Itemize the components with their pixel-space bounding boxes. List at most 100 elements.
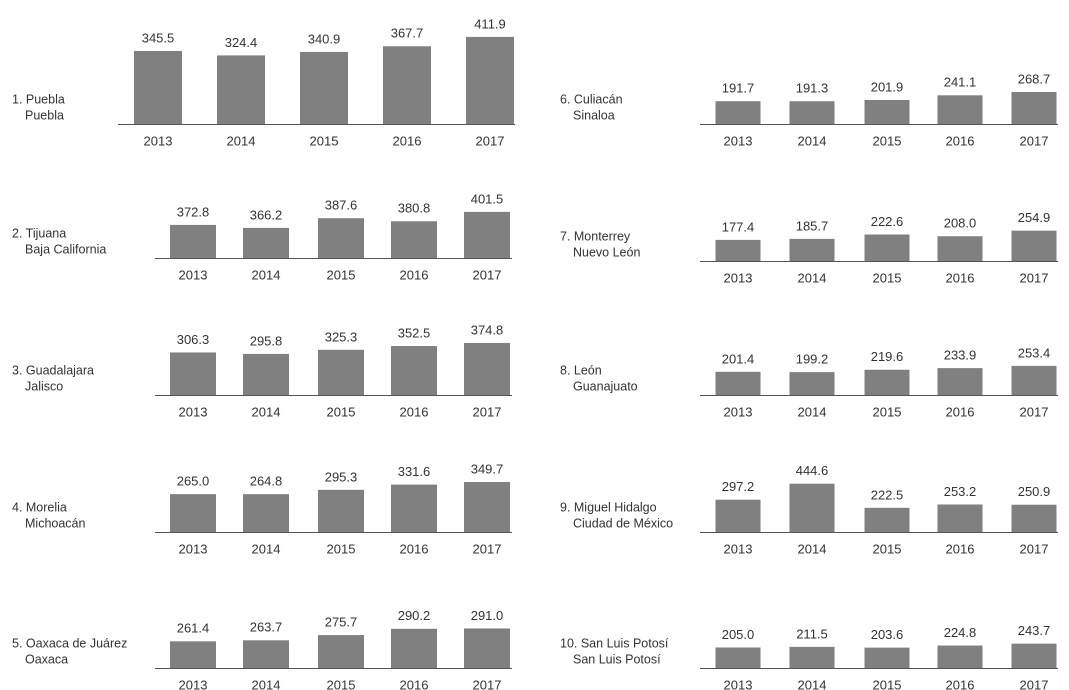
panel-title: 7. Monterrey <box>560 229 631 243</box>
x-tick-label: 2014 <box>252 404 281 419</box>
bar <box>1011 643 1057 668</box>
panel-title: 2. Tijuana <box>12 226 66 240</box>
x-tick-label: 2017 <box>473 677 502 690</box>
bar <box>789 646 835 668</box>
x-tick-label: 2014 <box>798 677 827 690</box>
bar <box>318 635 364 668</box>
value-label: 177.4 <box>722 219 755 234</box>
panel-subtitle: Guanajuato <box>573 379 638 393</box>
panel-title: 1. Puebla <box>12 92 65 106</box>
value-label: 203.6 <box>871 627 904 642</box>
value-label: 297.2 <box>722 479 755 494</box>
bar <box>466 36 514 124</box>
bar <box>715 647 761 668</box>
value-label: 261.4 <box>177 621 210 636</box>
bar <box>864 234 910 261</box>
x-tick-label: 2013 <box>724 270 753 285</box>
x-tick-label: 2014 <box>798 541 827 556</box>
value-label: 222.6 <box>871 214 904 229</box>
value-label: 387.6 <box>325 198 358 213</box>
bar <box>1011 230 1057 261</box>
bar <box>864 369 910 395</box>
x-tick-label: 2013 <box>179 541 208 556</box>
x-tick-label: 2017 <box>1020 677 1049 690</box>
bar <box>789 238 835 261</box>
value-label: 208.0 <box>944 216 977 231</box>
value-label: 372.8 <box>177 204 210 219</box>
x-tick-label: 2015 <box>310 133 339 148</box>
x-tick-label: 2017 <box>1020 270 1049 285</box>
bar <box>170 494 216 532</box>
bar <box>864 99 910 124</box>
bar <box>715 101 761 124</box>
x-tick-label: 2015 <box>327 541 356 556</box>
x-tick-label: 2016 <box>400 541 429 556</box>
x-tick-label: 2017 <box>1020 133 1049 148</box>
x-tick-label: 2016 <box>400 267 429 282</box>
x-tick-label: 2014 <box>252 677 281 690</box>
value-label: 291.0 <box>471 608 504 623</box>
value-label: 352.5 <box>398 325 431 340</box>
bar <box>789 101 835 124</box>
value-label: 191.3 <box>796 81 829 96</box>
bar <box>391 346 437 395</box>
value-label: 380.8 <box>398 201 431 216</box>
value-label: 205.0 <box>722 627 755 642</box>
value-label: 349.7 <box>471 461 504 476</box>
bar <box>170 224 216 258</box>
x-tick-label: 2017 <box>476 133 505 148</box>
value-label: 253.4 <box>1018 345 1051 360</box>
x-tick-label: 2013 <box>179 677 208 690</box>
bar <box>464 628 510 668</box>
panel-title: 4. Morelia <box>12 500 67 514</box>
value-label: 219.6 <box>871 349 904 364</box>
value-label: 325.3 <box>325 329 358 344</box>
bar <box>243 353 289 395</box>
bar <box>318 218 364 258</box>
x-tick-label: 2014 <box>252 267 281 282</box>
value-label: 253.2 <box>944 484 977 499</box>
x-tick-label: 2013 <box>179 267 208 282</box>
bar <box>715 499 761 532</box>
value-label: 241.1 <box>944 75 977 90</box>
bar <box>134 50 182 125</box>
x-tick-label: 2013 <box>724 541 753 556</box>
panel-subtitle: San Luis Potosí <box>573 652 661 666</box>
x-tick-label: 2014 <box>798 133 827 148</box>
x-tick-label: 2016 <box>946 541 975 556</box>
bar <box>864 507 910 532</box>
panel-title: 6. Culiacán <box>560 92 623 106</box>
value-label: 444.6 <box>796 463 829 478</box>
value-label: 199.2 <box>796 352 829 367</box>
value-label: 264.8 <box>250 474 283 489</box>
bar <box>300 51 348 125</box>
value-label: 201.4 <box>722 351 755 366</box>
value-label: 243.7 <box>1018 623 1051 638</box>
value-label: 374.8 <box>471 322 504 337</box>
panel-title: 5. Oaxaca de Juárez <box>12 636 127 650</box>
x-tick-label: 2013 <box>179 404 208 419</box>
x-tick-label: 2015 <box>873 541 902 556</box>
panel-subtitle: Puebla <box>25 108 64 122</box>
bar <box>715 239 761 261</box>
x-tick-label: 2016 <box>946 270 975 285</box>
bar <box>1011 365 1057 395</box>
x-tick-label: 2015 <box>873 133 902 148</box>
x-tick-label: 2016 <box>946 404 975 419</box>
value-label: 254.9 <box>1018 210 1051 225</box>
panel-subtitle: Sinaloa <box>573 108 615 122</box>
value-label: 275.7 <box>325 615 358 630</box>
bar <box>937 645 983 668</box>
x-tick-label: 2013 <box>144 133 173 148</box>
bar <box>789 483 835 532</box>
value-label: 201.9 <box>871 79 904 94</box>
bar <box>217 55 265 124</box>
value-label: 233.9 <box>944 348 977 363</box>
panel-title: 10. San Luis Potosí <box>560 636 669 650</box>
panel-subtitle: Jalisco <box>25 379 63 393</box>
x-tick-label: 2013 <box>724 404 753 419</box>
value-label: 224.8 <box>944 625 977 640</box>
x-tick-label: 2014 <box>252 541 281 556</box>
bar <box>383 46 431 124</box>
